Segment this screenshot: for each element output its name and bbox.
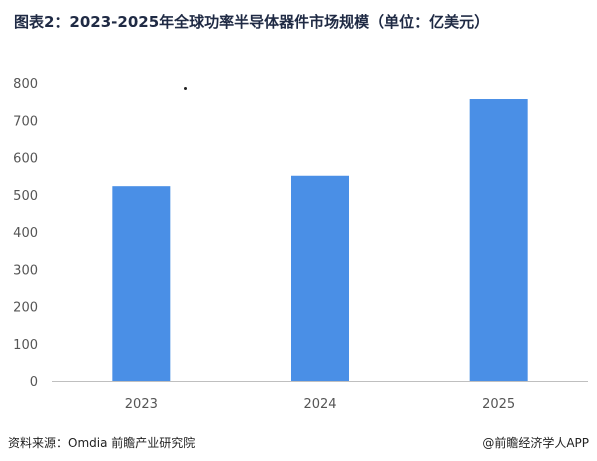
bar-2025 <box>469 99 528 381</box>
bars-group <box>112 99 528 381</box>
source-note: 资料来源：Omdia 前瞻产业研究院 <box>8 436 196 450</box>
x-tick-label-2025: 2025 <box>482 397 515 412</box>
y-tick-label: 600 <box>13 152 38 167</box>
bar-2023 <box>112 186 171 381</box>
x-tick-label-2024: 2024 <box>303 397 336 412</box>
y-tick-label: 0 <box>30 375 38 390</box>
footer: 资料来源：Omdia 前瞻产业研究院 @前瞻经济学人APP <box>0 431 597 461</box>
chart-title: 图表2：2023-2025年全球功率半导体器件市场规模（单位：亿美元） <box>14 13 490 31</box>
y-tick-label: 500 <box>13 189 38 204</box>
credit-note: @前瞻经济学人APP <box>482 436 589 450</box>
x-axis-ticks: 2023 2024 2025 <box>125 397 515 412</box>
y-axis-ticks: 0 100 200 300 400 500 600 700 800 <box>13 77 38 390</box>
bar-2024 <box>291 175 349 381</box>
y-tick-label: 300 <box>13 263 38 278</box>
y-tick-label: 800 <box>13 77 38 92</box>
x-tick-label-2023: 2023 <box>125 397 158 412</box>
y-tick-label: 100 <box>13 338 38 353</box>
y-tick-label: 200 <box>13 301 38 316</box>
y-tick-label: 700 <box>13 114 38 129</box>
stray-dot <box>184 87 187 90</box>
y-tick-label: 400 <box>13 226 38 241</box>
